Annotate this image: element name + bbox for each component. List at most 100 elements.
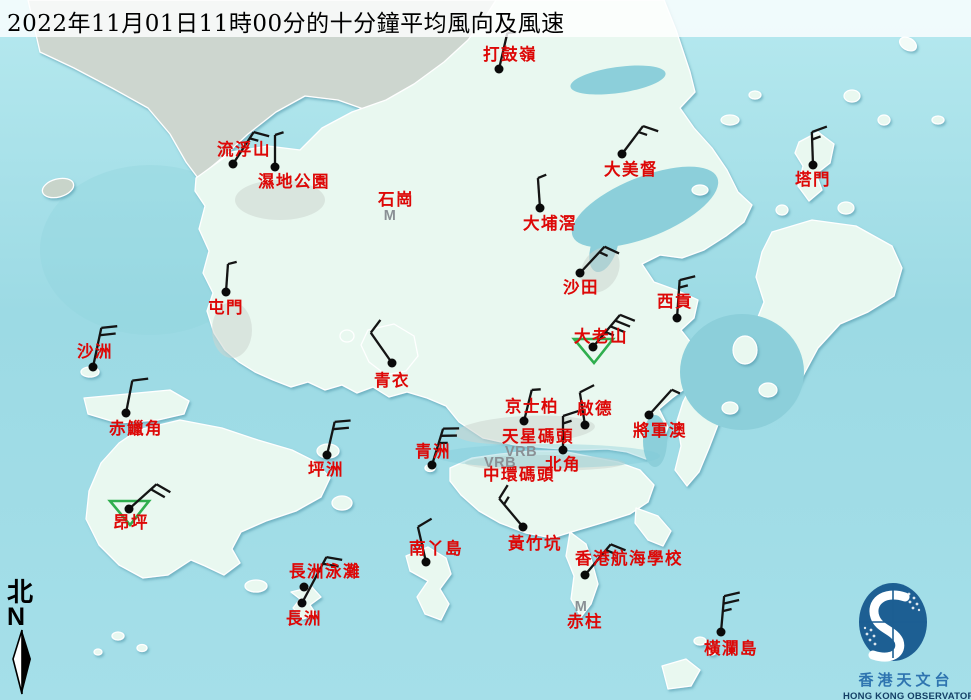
station-dot [124, 504, 134, 514]
station-label: 京士柏 [505, 397, 559, 416]
logo-name-en: HONG KONG OBSERVATORY [843, 691, 971, 700]
station-dot [558, 445, 568, 455]
station-dot [808, 160, 818, 170]
wind-barb [621, 124, 659, 155]
hei-ling-chau-island [331, 495, 353, 511]
wind-barb [578, 384, 595, 426]
wind-barb [719, 591, 740, 633]
wind-barb [224, 260, 237, 293]
islet [693, 636, 707, 646]
station-label: 大美督 [604, 160, 658, 179]
wind-barb [124, 377, 149, 414]
station-dot [519, 416, 529, 426]
station-label: 昂坪 [113, 513, 149, 532]
lingding-island [41, 177, 75, 199]
land-shapes [27, 0, 945, 690]
station-dot [88, 362, 98, 372]
station-label: 天星碼頭 [502, 427, 574, 446]
hong-kong-island [449, 450, 655, 539]
po-toi-island [661, 658, 701, 690]
station-label: 沙田 [563, 278, 599, 297]
station-label: 香港航海學校 [575, 549, 683, 568]
wind-barb [810, 125, 828, 166]
station-label: 赤鱲角 [109, 419, 163, 438]
station-dot [580, 420, 590, 430]
compass-north-char: 北 [7, 578, 34, 608]
wind-barb [416, 517, 433, 563]
station-label: 濕地公園 [258, 172, 330, 191]
ma-wan-island [339, 329, 355, 343]
station-dot [494, 64, 504, 74]
wind-barb [498, 484, 524, 528]
islet [93, 648, 103, 656]
station-dot [270, 162, 280, 172]
wind-barb [584, 543, 626, 576]
map-title: 2022年11月01日11時00分的十分鐘平均風向及風速 [7, 11, 565, 37]
wind-barb [579, 245, 620, 274]
wind-barb [648, 388, 681, 416]
station-label: 中環碼頭 [483, 465, 555, 484]
tsing-yi-island [360, 323, 419, 376]
station-label: 橫瀾島 [704, 639, 758, 658]
lamma-island [405, 546, 452, 621]
station-label: 坪洲 [308, 460, 344, 479]
wind-barb [128, 483, 171, 510]
station-label: 北角 [545, 455, 581, 474]
station-dot [672, 313, 682, 323]
shek-o-peninsula [634, 507, 672, 547]
station-dot [580, 570, 590, 580]
wind-barb [232, 131, 270, 165]
station-label: 赤柱 [567, 612, 603, 631]
triangle-marker [571, 337, 616, 366]
station-label: 黃竹坑 [508, 534, 562, 553]
station-label: 啟德 [577, 399, 613, 418]
wind-barb [430, 427, 460, 466]
station-dot [644, 410, 654, 420]
station-label: 長洲 [286, 609, 322, 628]
north-arrow-icon [12, 629, 31, 694]
wind-barb [592, 313, 636, 348]
inner-islands [691, 89, 891, 415]
station-label: 青洲 [415, 442, 451, 461]
station-label: 南丫島 [409, 539, 463, 558]
islet [898, 36, 918, 52]
hko-logo-icon [859, 583, 927, 662]
vrb-label: VRB [504, 444, 538, 460]
station-dot [575, 268, 585, 278]
islet [931, 115, 945, 125]
wind-barb [325, 419, 351, 456]
station-label: 長洲泳灘 [289, 562, 361, 581]
station-dot [421, 557, 431, 567]
station-label: 屯門 [208, 298, 244, 317]
station-label: 沙洲 [77, 342, 113, 361]
islet [136, 643, 148, 653]
hko-logo[interactable]: 香港天文台 HONG KONG OBSERVATORY [843, 582, 971, 700]
station-dot [322, 450, 332, 460]
station-label: 石崗 [378, 190, 414, 209]
victoria-harbour-shade [436, 444, 660, 468]
vrb-label: VRB [483, 455, 517, 471]
compass-north-letter: N [7, 603, 26, 632]
wind-barb [273, 131, 284, 167]
station-dot [387, 358, 397, 368]
missing-label: M [574, 599, 588, 615]
north-compass: 北 N [4, 578, 40, 695]
station-label: 塔門 [795, 170, 831, 189]
islet [707, 648, 717, 656]
shek-kwu-chau-island [244, 579, 268, 593]
station-dot [221, 287, 231, 297]
wind-barb [300, 555, 343, 604]
station-label: 西貢 [657, 292, 693, 311]
wind-barb [675, 275, 696, 319]
station-label: 打鼓嶺 [483, 45, 537, 64]
station-dot [297, 598, 307, 608]
wind-barb [536, 173, 547, 209]
missing-label: M [383, 208, 397, 224]
wind-barb [522, 388, 541, 422]
airport-island [83, 389, 190, 424]
station-dot [518, 522, 528, 532]
wind-barb [369, 319, 393, 364]
station-dot [617, 149, 627, 159]
